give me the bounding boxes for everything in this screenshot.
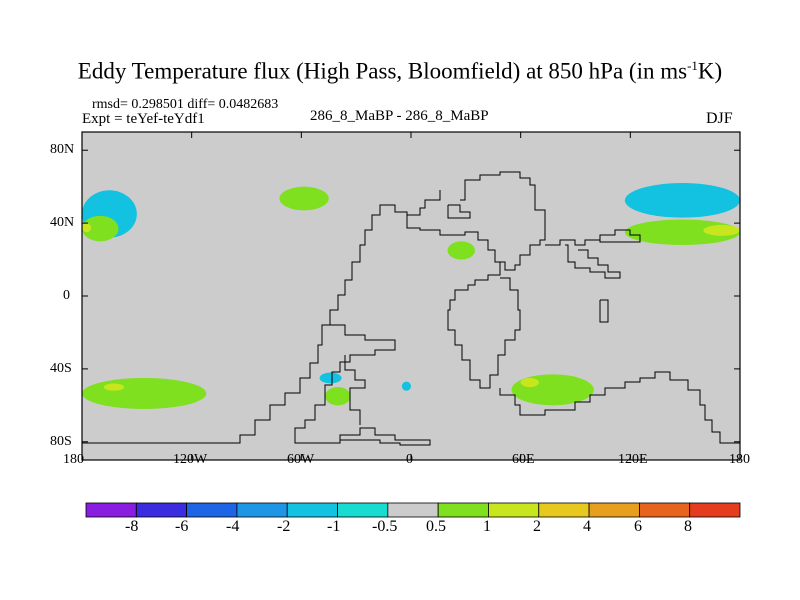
colorbar-label: -1 xyxy=(327,518,341,535)
colorbar-label: 0.5 xyxy=(426,518,446,535)
coastline-maritime xyxy=(599,299,609,323)
colorbar-label: -4 xyxy=(226,518,240,535)
title-main: Eddy Temperature flux (High Pass, Bloomf… xyxy=(77,58,688,84)
region-north-pacific-west-yellow xyxy=(82,223,92,233)
coastline-patagonia xyxy=(344,355,366,425)
colorbar-label: -0.5 xyxy=(372,518,398,535)
title-superscript: -1 xyxy=(687,58,698,73)
center-label: 286_8_MaBP - 286_8_MaBP xyxy=(310,108,489,124)
season-label: DJF xyxy=(706,110,733,127)
xtick-label: 60W xyxy=(287,452,315,467)
plot-background xyxy=(82,132,740,460)
region-southern-ocean-west-yellow xyxy=(103,383,125,391)
colorbar-label: 2 xyxy=(533,518,541,535)
anomaly-regions xyxy=(82,183,740,409)
colorbar-swatch xyxy=(236,502,288,518)
region-north-pacific-east-teal xyxy=(624,183,740,218)
coastlines xyxy=(82,171,740,446)
coastline-south-america xyxy=(294,324,431,446)
colorbar-swatch xyxy=(488,502,540,518)
coastline-asia-east xyxy=(545,229,641,246)
coastline-antarctica xyxy=(499,371,740,444)
colorbar-label: 8 xyxy=(684,518,692,535)
region-north-pacific-east-green xyxy=(624,219,740,245)
coastline-indochina xyxy=(565,244,621,279)
colorbar-label: -2 xyxy=(277,518,291,535)
coastline-greenland xyxy=(447,204,471,219)
colorbar-swatch xyxy=(337,502,389,518)
coastline-africa xyxy=(447,261,521,389)
figure-title: Eddy Temperature flux (High Pass, Bloomf… xyxy=(0,58,800,85)
colorbar-swatch xyxy=(135,502,188,518)
xtick-label: 120E xyxy=(618,452,648,467)
xtick-label: 60E xyxy=(512,452,535,467)
ytick-label: 0 xyxy=(63,288,70,303)
colorbar-label: -8 xyxy=(125,518,139,535)
xtick-label: 0 xyxy=(406,452,413,467)
stats-label: rmsd= 0.298501 diff= 0.0482683 xyxy=(92,97,279,112)
colorbar-swatch xyxy=(286,502,338,518)
colorbar-swatch xyxy=(85,502,137,518)
colorbar-label: 4 xyxy=(583,518,591,535)
region-southern-ocean-central-green xyxy=(325,387,351,406)
colorbar-label: 6 xyxy=(634,518,642,535)
region-mediterranean-green xyxy=(447,241,475,260)
ytick-label: 80S xyxy=(50,434,72,449)
region-southern-ocean-indian-yellow xyxy=(520,378,539,388)
colorbar-swatch xyxy=(437,502,489,518)
colorbar-swatch xyxy=(186,502,238,518)
region-southern-ocean-africa-teal xyxy=(401,381,411,391)
region-southern-ocean-west-green xyxy=(82,378,207,409)
ytick-label: 40N xyxy=(50,215,75,230)
colorbar-swatch xyxy=(387,502,439,518)
ytick-label: 40S xyxy=(50,361,72,376)
ytick-label: 80N xyxy=(50,142,75,157)
experiment-label: Expt = teYef-teYdf1 xyxy=(82,111,205,127)
xtick-label: 120W xyxy=(173,452,208,467)
coastline-eurasia xyxy=(406,171,546,271)
region-southern-ocean-central-teal xyxy=(319,372,342,384)
region-north-pacific-west-green xyxy=(82,215,119,242)
colorbar-label: 1 xyxy=(483,518,491,535)
xtick-label: 180 xyxy=(729,452,750,467)
region-north-atlantic-green-patch xyxy=(279,186,329,211)
colorbar xyxy=(85,502,741,518)
xtick-label: 180 xyxy=(63,452,84,467)
colorbar-swatch xyxy=(689,502,741,518)
region-southern-ocean-indian-green xyxy=(511,374,594,406)
coastline-americas xyxy=(82,190,441,444)
region-north-pacific-east-yellow xyxy=(703,224,740,236)
colorbar-label: -6 xyxy=(175,518,189,535)
colorbar-swatch xyxy=(588,502,640,518)
colorbar-swatch xyxy=(638,502,691,518)
axis-ticks xyxy=(81,132,741,460)
title-end: K) xyxy=(697,58,723,84)
colorbar-swatch xyxy=(538,502,590,518)
